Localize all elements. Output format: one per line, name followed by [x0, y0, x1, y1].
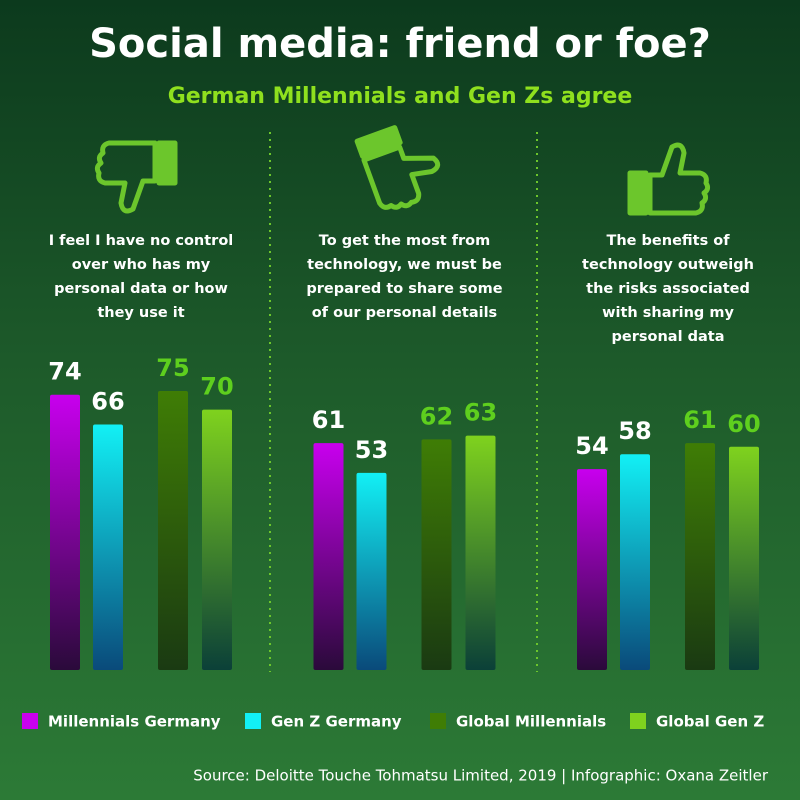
legend-label: Millennials Germany — [48, 713, 221, 731]
statement: To get the most from technology, we must… — [306, 233, 503, 321]
chart-title: Social media: friend or foe? — [89, 21, 711, 67]
value-label: 63 — [464, 399, 497, 427]
bar — [421, 439, 452, 670]
value-label: 58 — [618, 417, 651, 445]
bar — [729, 446, 759, 670]
thumbs-up-icon — [627, 142, 711, 216]
bar — [465, 435, 496, 670]
icons — [94, 125, 711, 216]
statement: I feel I have no control over who has my… — [48, 233, 234, 321]
value-label: 61 — [683, 406, 716, 434]
value-label: 53 — [355, 436, 388, 464]
thumbs-sideways-icon — [354, 125, 441, 210]
value-label: 62 — [420, 402, 453, 430]
statement: The benefits of technology outweigh the … — [582, 233, 754, 345]
legend-swatch — [245, 713, 261, 729]
bar — [313, 443, 344, 670]
chart-subtitle: German Millennials and Gen Zs agree — [168, 84, 633, 109]
bar — [356, 472, 387, 670]
value-label: 70 — [200, 373, 233, 401]
legend-label: Global Gen Z — [656, 713, 764, 731]
bar — [50, 394, 80, 670]
legend-swatch — [630, 713, 646, 729]
bar — [577, 469, 607, 670]
legend-swatch — [22, 713, 38, 729]
bar — [202, 409, 232, 670]
value-label: 74 — [48, 358, 81, 386]
value-label: 54 — [575, 432, 608, 460]
source: Source: Deloitte Touche Tohmatsu Limited… — [193, 767, 769, 785]
value-label: 61 — [312, 406, 345, 434]
value-label: 75 — [156, 354, 189, 382]
legend-label: Global Millennials — [456, 713, 606, 731]
legend-swatch — [430, 713, 446, 729]
bar — [620, 454, 650, 670]
value-label: 66 — [91, 387, 124, 415]
value-label: 60 — [727, 410, 760, 438]
thumbs-down-icon — [94, 140, 178, 214]
bar — [158, 391, 188, 670]
bar — [93, 424, 123, 670]
legend-label: Gen Z Germany — [271, 713, 402, 731]
bar — [685, 443, 715, 670]
